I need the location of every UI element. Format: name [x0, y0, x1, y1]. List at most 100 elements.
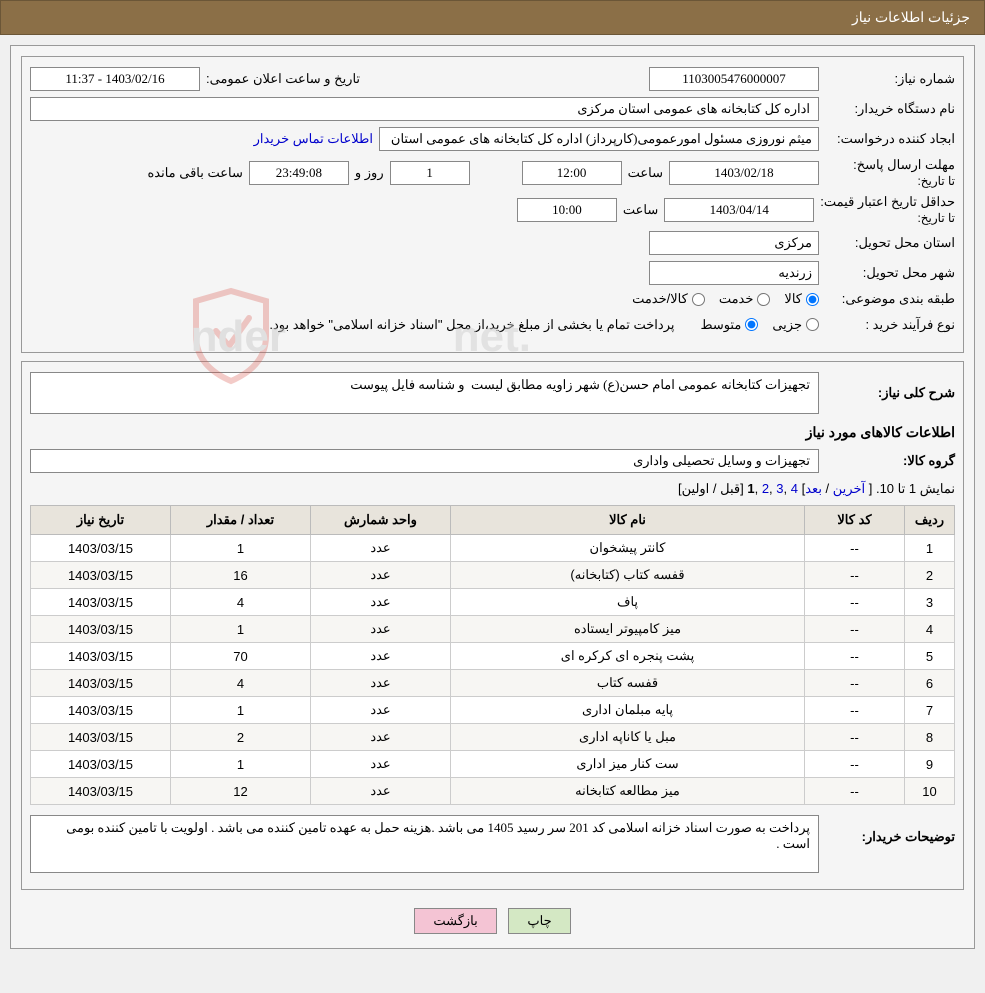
buyer-contact-link[interactable]: اطلاعات تماس خریدار	[254, 131, 373, 147]
cell-qty: 1	[171, 616, 311, 643]
cell-date: 1403/03/15	[31, 589, 171, 616]
requester-input[interactable]	[379, 127, 819, 151]
cat-service-option[interactable]: خدمت	[719, 291, 771, 307]
need-desc-label: شرح کلی نیاز:	[825, 385, 955, 401]
table-row: 9--ست کنار میز اداریعدد11403/03/15	[31, 751, 955, 778]
th-idx: ردیف	[905, 506, 955, 535]
th-name: نام کالا	[451, 506, 805, 535]
th-qty: تعداد / مقدار	[171, 506, 311, 535]
cell-idx: 3	[905, 589, 955, 616]
cell-qty: 4	[171, 589, 311, 616]
proc-medium-option[interactable]: متوسط	[700, 317, 758, 333]
cell-code: --	[805, 562, 905, 589]
details-section: شماره نیاز: تاریخ و ساعت اعلان عمومی: نا…	[21, 56, 964, 353]
hours-remaining-input[interactable]	[249, 161, 349, 185]
table-row: 3--پافعدد41403/03/15	[31, 589, 955, 616]
page-2-link[interactable]: 2	[762, 481, 769, 496]
cell-unit: عدد	[311, 778, 451, 805]
cell-name: پشت پنجره ای کرکره ای	[451, 643, 805, 670]
cat-goods-service-option[interactable]: کالا/خدمت	[632, 291, 705, 307]
cell-code: --	[805, 616, 905, 643]
delivery-city-input[interactable]	[649, 261, 819, 285]
cell-name: کانتر پیشخوان	[451, 535, 805, 562]
pagination: نمایش 1 تا 10. [ آخرین / بعد] 4 ,3 ,2 ,1…	[30, 481, 955, 497]
buyer-org-label: نام دستگاه خریدار:	[825, 101, 955, 117]
price-validity-date-input[interactable]	[664, 198, 814, 222]
goods-group-input[interactable]	[30, 449, 819, 473]
page-next-link[interactable]: بعد	[805, 481, 822, 496]
cell-code: --	[805, 643, 905, 670]
cell-code: --	[805, 535, 905, 562]
footer-buttons: چاپ بازگشت	[21, 898, 964, 938]
delivery-province-input[interactable]	[649, 231, 819, 255]
cat-goods-option[interactable]: کالا	[784, 291, 819, 307]
cell-idx: 2	[905, 562, 955, 589]
cell-qty: 1	[171, 697, 311, 724]
days-remaining-input[interactable]	[390, 161, 470, 185]
goods-table: ردیف کد کالا نام کالا واحد شمارش تعداد /…	[30, 505, 955, 805]
print-button[interactable]: چاپ	[508, 908, 570, 934]
cell-name: پایه مبلمان اداری	[451, 697, 805, 724]
cell-name: پاف	[451, 589, 805, 616]
buyer-notes-textarea[interactable]	[30, 815, 819, 873]
page-header: جزئیات اطلاعات نیاز	[0, 0, 985, 35]
buyer-org-input[interactable]	[30, 97, 819, 121]
cell-idx: 5	[905, 643, 955, 670]
cell-idx: 7	[905, 697, 955, 724]
deadline-date-input[interactable]	[669, 161, 819, 185]
goods-section: شرح کلی نیاز: اطلاعات کالاهای مورد نیاز …	[21, 361, 964, 890]
main-container: AriaTender .net شماره نیاز: تاریخ و ساعت…	[10, 45, 975, 949]
price-validity-time-input[interactable]	[517, 198, 617, 222]
cell-name: مبل یا کاناپه اداری	[451, 724, 805, 751]
th-code: کد کالا	[805, 506, 905, 535]
delivery-province-label: استان محل تحویل:	[825, 235, 955, 251]
need-number-input[interactable]	[649, 67, 819, 91]
process-type-label: نوع فرآیند خرید :	[825, 317, 955, 333]
deadline-label: مهلت ارسال پاسخ: تا تاریخ:	[825, 157, 955, 188]
announce-datetime-label: تاریخ و ساعت اعلان عمومی:	[206, 71, 360, 87]
cat-goods-service-radio	[692, 293, 705, 306]
buyer-notes-label: توضیحات خریدار:	[825, 815, 955, 845]
hours-remaining-label: ساعت باقی مانده	[147, 165, 242, 181]
table-row: 6--قفسه کتابعدد41403/03/15	[31, 670, 955, 697]
table-row: 1--کانتر پیشخوانعدد11403/03/15	[31, 535, 955, 562]
cell-unit: عدد	[311, 643, 451, 670]
cell-qty: 16	[171, 562, 311, 589]
cell-date: 1403/03/15	[31, 616, 171, 643]
proc-partial-option[interactable]: جزیی	[772, 317, 819, 333]
cell-name: ست کنار میز اداری	[451, 751, 805, 778]
cell-idx: 6	[905, 670, 955, 697]
announce-datetime-input[interactable]	[30, 67, 200, 91]
cell-name: قفسه کتاب	[451, 670, 805, 697]
deadline-time-input[interactable]	[522, 161, 622, 185]
back-button[interactable]: بازگشت	[414, 908, 496, 934]
cell-qty: 2	[171, 724, 311, 751]
need-desc-textarea[interactable]	[30, 372, 819, 414]
cell-idx: 8	[905, 724, 955, 751]
cell-unit: عدد	[311, 562, 451, 589]
delivery-city-label: شهر محل تحویل:	[825, 265, 955, 281]
cell-unit: عدد	[311, 724, 451, 751]
page-last-link[interactable]: آخرین	[833, 481, 865, 496]
time-label-1: ساعت	[628, 165, 663, 181]
goods-info-title: اطلاعات کالاهای مورد نیاز	[30, 424, 955, 441]
th-date: تاریخ نیاز	[31, 506, 171, 535]
cell-date: 1403/03/15	[31, 643, 171, 670]
cell-date: 1403/03/15	[31, 670, 171, 697]
proc-partial-radio	[806, 318, 819, 331]
cell-qty: 12	[171, 778, 311, 805]
cell-qty: 1	[171, 535, 311, 562]
cell-qty: 70	[171, 643, 311, 670]
price-validity-label: حداقل تاریخ اعتبار قیمت: تا تاریخ:	[820, 194, 955, 225]
cat-service-radio	[757, 293, 770, 306]
cell-idx: 10	[905, 778, 955, 805]
cell-code: --	[805, 724, 905, 751]
cell-name: قفسه کتاب (کتابخانه)	[451, 562, 805, 589]
page-3-link[interactable]: 3	[776, 481, 783, 496]
page-1-current: 1	[747, 481, 754, 496]
cell-unit: عدد	[311, 616, 451, 643]
table-row: 7--پایه مبلمان اداریعدد11403/03/15	[31, 697, 955, 724]
cell-unit: عدد	[311, 751, 451, 778]
page-4-link[interactable]: 4	[791, 481, 798, 496]
cell-date: 1403/03/15	[31, 778, 171, 805]
